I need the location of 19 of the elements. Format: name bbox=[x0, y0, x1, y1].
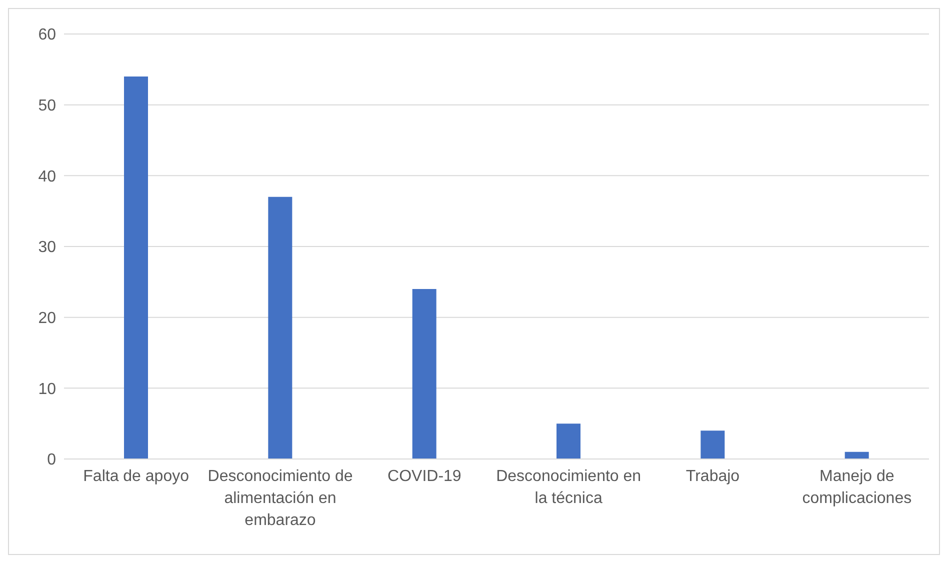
y-tick-label: 50 bbox=[38, 98, 56, 115]
x-tick-label: Manejo de complicaciones bbox=[802, 468, 912, 507]
x-tick-label: Desconocimiento en la técnica bbox=[496, 468, 642, 507]
bar bbox=[412, 289, 436, 459]
x-tick-label: Falta de apoyo bbox=[83, 468, 190, 485]
y-tick-label: 60 bbox=[38, 26, 56, 44]
y-tick-label: 20 bbox=[38, 310, 56, 328]
bar bbox=[844, 452, 869, 459]
x-tick-label: COVID-19 bbox=[388, 468, 462, 485]
y-tick-label: 30 bbox=[38, 239, 56, 256]
bar bbox=[124, 76, 148, 459]
y-tick-label: 0 bbox=[47, 452, 56, 469]
bar bbox=[556, 424, 580, 459]
y-tick-label: 40 bbox=[38, 168, 56, 186]
x-tick-label: Trabajo bbox=[686, 468, 740, 485]
y-tick-label: 10 bbox=[38, 380, 56, 398]
bar bbox=[268, 196, 292, 459]
bar bbox=[700, 430, 725, 459]
x-tick-label: Desconocimiento de alimentación en embarazo bbox=[208, 468, 353, 529]
